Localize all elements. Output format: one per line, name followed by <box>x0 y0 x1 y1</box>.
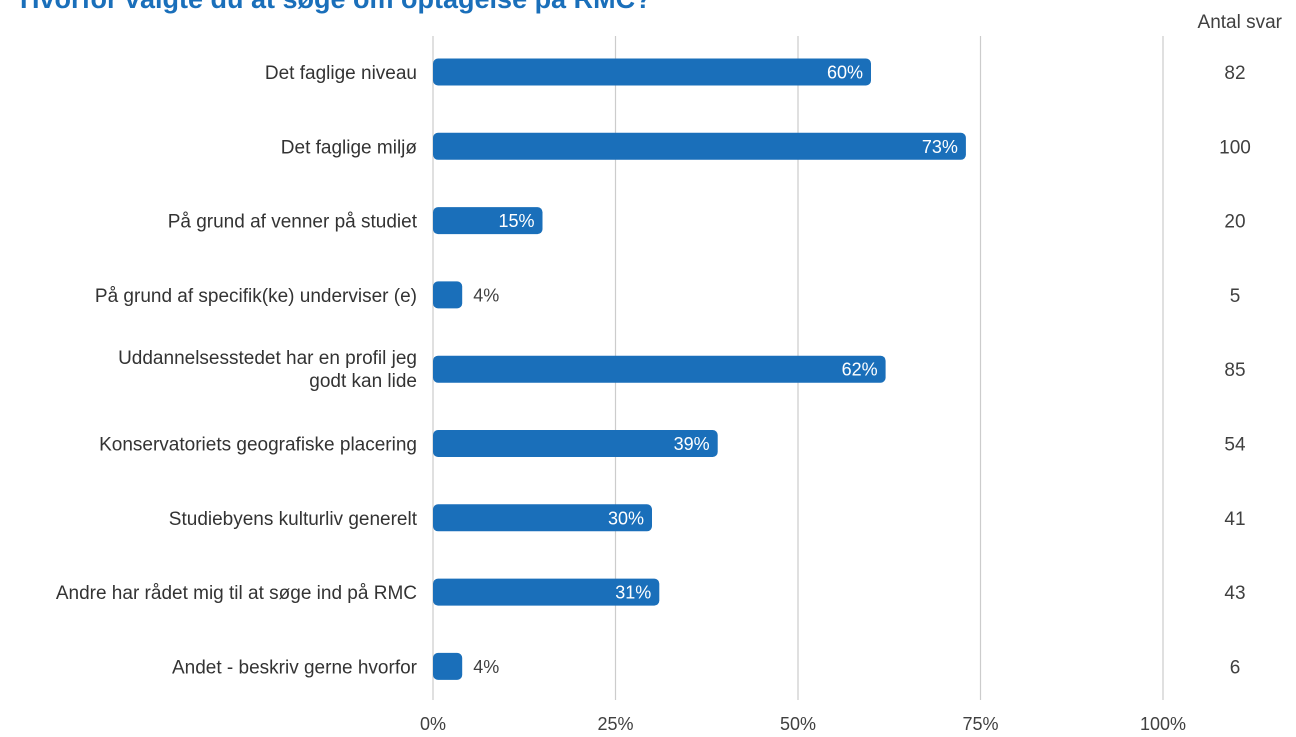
data-label: 60% <box>827 63 863 83</box>
category-label: Det faglige miljø <box>281 137 418 158</box>
response-count: 100 <box>1219 137 1251 158</box>
response-count: 20 <box>1224 212 1245 233</box>
data-label: 4% <box>473 285 499 305</box>
chart-title: Hvorfor valgte du at søge om optagelse p… <box>20 0 652 15</box>
response-count: 54 <box>1224 435 1246 456</box>
response-count: 85 <box>1224 360 1245 381</box>
count-column-header: Antal svar <box>1197 12 1282 33</box>
category-label: På grund af venner på studiet <box>168 212 418 233</box>
response-count: 41 <box>1224 509 1245 530</box>
data-label: 39% <box>674 434 710 454</box>
bar <box>433 430 718 457</box>
x-tick-label: 50% <box>780 714 816 734</box>
category-label: Andre har rådet mig til at søge ind på R… <box>56 583 417 604</box>
x-tick-label: 75% <box>962 714 998 734</box>
bar <box>433 58 871 86</box>
data-label: 30% <box>608 508 644 528</box>
response-count: 6 <box>1230 657 1241 678</box>
bar <box>433 504 652 532</box>
response-count: 5 <box>1230 286 1241 307</box>
category-label: Det faglige niveau <box>265 63 417 84</box>
bar <box>433 281 463 309</box>
bar <box>433 578 660 606</box>
category-label: Konservatoriets geografiske placering <box>99 435 417 456</box>
response-count: 82 <box>1224 63 1245 84</box>
data-label: 73% <box>922 137 958 157</box>
bar <box>433 207 543 235</box>
data-label: 4% <box>473 657 499 677</box>
x-tick-label: 0% <box>420 714 446 734</box>
data-label: 15% <box>498 211 534 231</box>
category-label: Uddannelsesstedet har en profil jeg godt … <box>118 348 417 392</box>
data-label: 62% <box>842 360 878 380</box>
data-label: 31% <box>615 583 651 603</box>
bar <box>433 132 966 160</box>
bar <box>433 652 463 680</box>
x-tick-label: 100% <box>1140 714 1186 734</box>
response-count: 43 <box>1224 583 1245 604</box>
category-label: Studiebyens kulturliv generelt <box>169 509 418 530</box>
x-tick-label: 25% <box>597 714 633 734</box>
category-label: På grund af specifik(ke) underviser (e) <box>95 286 417 307</box>
category-label: Andet - beskriv gerne hvorfor <box>172 657 418 678</box>
bar <box>433 355 886 383</box>
